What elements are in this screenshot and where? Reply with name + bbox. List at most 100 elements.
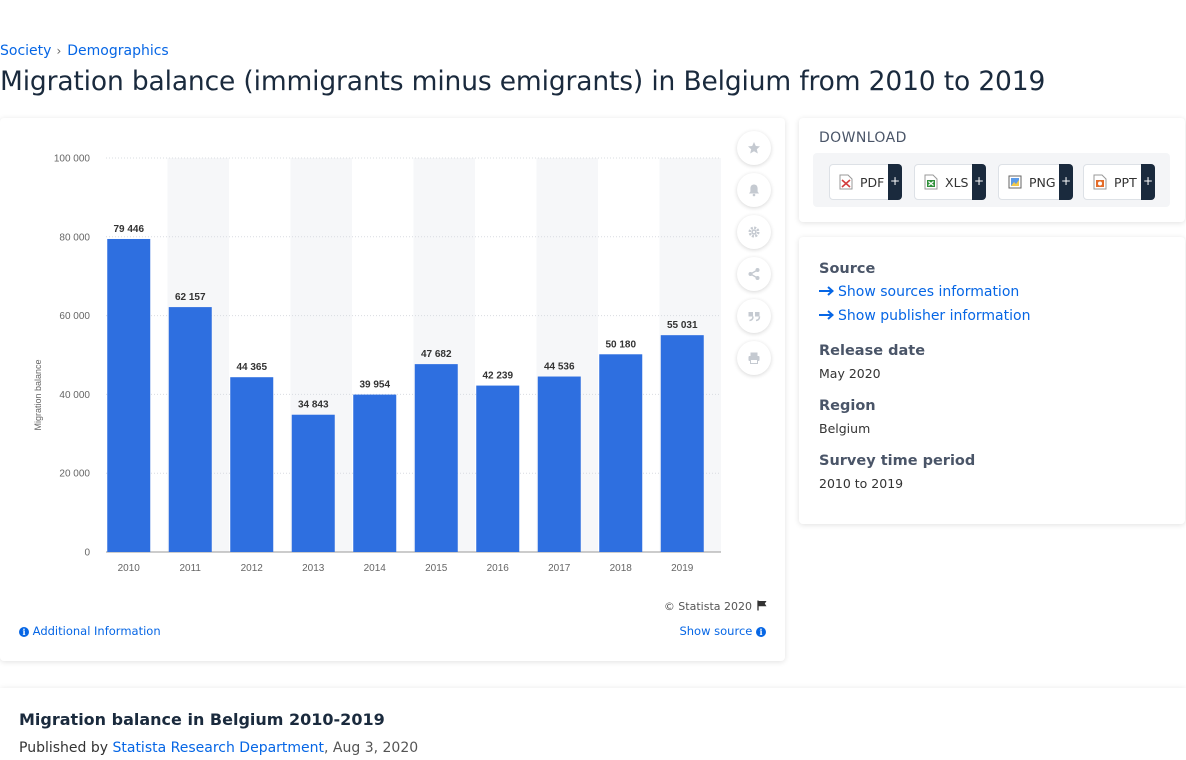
statistic-details-card: Source Show sources information Show pub… (799, 237, 1185, 524)
bar (168, 307, 212, 552)
y-tick-label: 0 (84, 548, 90, 559)
y-tick-label: 100 000 (54, 154, 91, 165)
info-icon: i (19, 627, 29, 637)
x-tick-label: 2011 (179, 563, 201, 574)
copyright-line: © Statista 2020 (620, 600, 768, 614)
flag-icon[interactable] (757, 600, 768, 614)
published-date: , Aug 3, 2020 (324, 740, 419, 756)
published-line: Published by Statista Research Departmen… (19, 740, 418, 756)
survey-period-heading: Survey time period (819, 453, 976, 469)
release-date-value: May 2020 (819, 366, 881, 381)
description-title: Migration balance in Belgium 2010-2019 (19, 710, 385, 729)
show-source-link[interactable]: Show source i (640, 624, 766, 638)
x-tick-label: 2013 (302, 563, 325, 574)
data-label: 34 843 (298, 400, 329, 411)
download-card: DOWNLOAD PDF + XLS + PNG + PPT + (799, 118, 1185, 222)
data-label: 44 536 (544, 362, 575, 373)
png-plus-badge: + (1059, 164, 1073, 200)
info-icon: i (756, 627, 766, 637)
download-xls-label: XLS (945, 174, 969, 190)
source-heading: Source (819, 261, 876, 277)
y-tick-label: 20 000 (59, 469, 90, 480)
share-button[interactable] (737, 257, 771, 291)
bar (537, 376, 581, 552)
bar (107, 238, 151, 552)
arrow-right-icon (819, 284, 835, 300)
region-value: Belgium (819, 421, 871, 436)
breadcrumb-society-link[interactable]: Society (0, 43, 52, 59)
y-tick-label: 40 000 (59, 390, 90, 401)
bar (476, 385, 520, 552)
show-publisher-label: Show publisher information (838, 308, 1031, 324)
data-label: 39 954 (359, 380, 390, 391)
data-label: 79 446 (113, 224, 144, 235)
data-label: 44 365 (236, 362, 267, 373)
show-sources-link[interactable]: Show sources information (819, 284, 1019, 300)
data-label: 47 682 (421, 349, 452, 360)
breadcrumb: Society › Demographics (0, 43, 169, 61)
quote-icon (748, 312, 761, 322)
notification-button[interactable] (737, 173, 771, 207)
png-file-icon (1008, 174, 1022, 190)
publisher-link[interactable]: Statista Research Department (112, 740, 325, 756)
bar-chart: 0 20 000 40 000 60 000 80 000 100 000 Migratio… (33, 154, 721, 574)
download-title: DOWNLOAD (819, 130, 907, 146)
description-card: Migration balance in Belgium 2010-2019 P… (0, 688, 1186, 760)
xls-plus-badge: + (972, 164, 986, 200)
bar (230, 377, 274, 552)
download-bar: PDF + XLS + PNG + PPT + (813, 153, 1170, 207)
bar (291, 414, 335, 552)
settings-button[interactable] (737, 215, 771, 249)
download-ppt-label: PPT (1114, 174, 1137, 190)
region-heading: Region (819, 398, 876, 414)
data-label: 62 157 (175, 292, 206, 303)
xls-file-icon (924, 174, 938, 190)
favorite-button[interactable] (737, 131, 771, 165)
bar (353, 394, 397, 552)
print-icon (748, 352, 760, 364)
x-tick-label: 2018 (610, 563, 633, 574)
x-tick-label: 2017 (548, 563, 571, 574)
x-tick-label: 2016 (487, 563, 510, 574)
download-png-button[interactable]: PNG + (998, 164, 1073, 200)
pdf-file-icon (839, 174, 853, 190)
cite-button[interactable] (737, 299, 771, 333)
gear-icon (748, 226, 760, 238)
download-png-label: PNG (1029, 174, 1056, 190)
ppt-file-icon (1093, 174, 1107, 190)
survey-period-value: 2010 to 2019 (819, 476, 904, 491)
ppt-plus-badge: + (1141, 164, 1155, 200)
bar (660, 335, 704, 552)
download-pdf-button[interactable]: PDF + (829, 164, 902, 200)
chart-card: 0 20 000 40 000 60 000 80 000 100 000 Migratio… (0, 118, 785, 661)
additional-information-link[interactable]: i Additional Information (19, 624, 161, 638)
y-tick-label: 80 000 (59, 232, 90, 243)
arrow-right-icon (819, 308, 835, 324)
show-publisher-link[interactable]: Show publisher information (819, 308, 1030, 324)
download-xls-button[interactable]: XLS + (914, 164, 986, 200)
download-pdf-label: PDF (860, 174, 885, 190)
data-label: 42 239 (482, 371, 513, 382)
share-icon (748, 268, 760, 280)
chart-toolbar (737, 131, 773, 383)
x-tick-label: 2010 (118, 563, 141, 574)
download-ppt-button[interactable]: PPT + (1083, 164, 1155, 200)
breadcrumb-demographics-link[interactable]: Demographics (67, 43, 169, 59)
y-axis-title: Migration balance (33, 359, 43, 430)
star-icon (748, 142, 760, 154)
published-prefix: Published by (19, 740, 109, 756)
release-date-heading: Release date (819, 343, 926, 359)
pdf-plus-badge: + (888, 164, 902, 200)
breadcrumb-separator: › (56, 44, 62, 58)
data-label: 50 180 (605, 339, 636, 350)
y-tick-label: 60 000 (59, 311, 90, 322)
copyright-text: © Statista 2020 (663, 600, 752, 613)
additional-information-label: Additional Information (32, 624, 161, 638)
show-sources-label: Show sources information (838, 284, 1020, 300)
x-tick-label: 2012 (241, 563, 264, 574)
page-title: Migration balance (immigrants minus emig… (0, 66, 1046, 97)
bar (414, 364, 458, 552)
print-button[interactable] (737, 341, 771, 375)
x-tick-label: 2015 (425, 563, 448, 574)
show-source-label: Show source (679, 624, 753, 638)
